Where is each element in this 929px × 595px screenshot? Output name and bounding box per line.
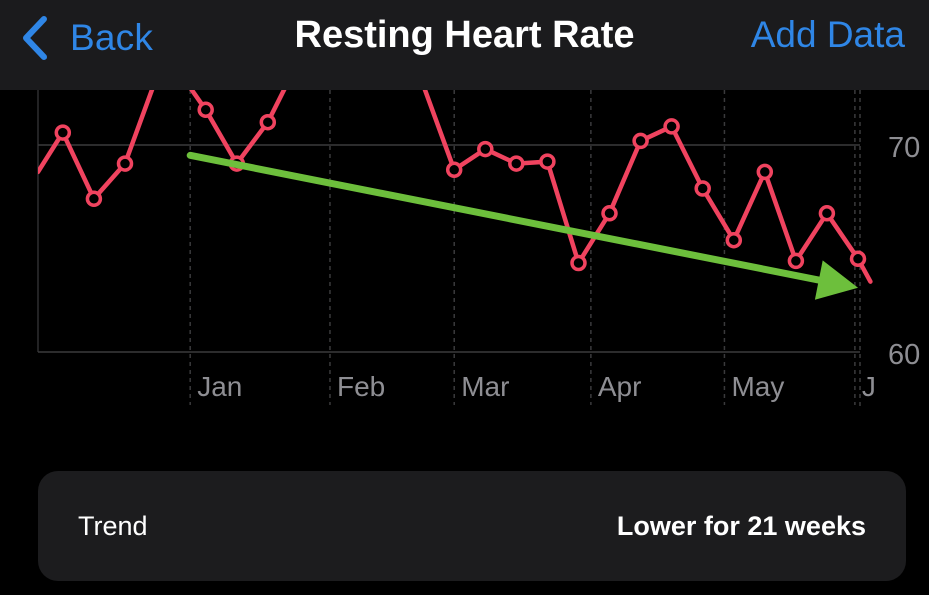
data-point [818, 205, 836, 222]
data-point [694, 180, 711, 197]
data-point [477, 140, 494, 158]
trend-value: Lower for 21 weeks [616, 511, 866, 541]
month-label-may: May [731, 371, 784, 402]
data-point [116, 155, 134, 172]
add-data-button[interactable]: Add Data [750, 14, 905, 55]
data-point [570, 254, 587, 272]
back-label: Back [70, 17, 154, 58]
data-point [663, 118, 680, 135]
data-point [54, 124, 72, 141]
month-label-feb: Feb [337, 371, 385, 402]
trend-arrow-shaft [186, 151, 823, 284]
data-point [787, 252, 805, 270]
month-label-jan: Jan [197, 371, 242, 402]
trend-arrow-head-icon [814, 260, 858, 300]
trend-card[interactable]: Trend Lower for 21 weeks [38, 471, 906, 581]
data-point [259, 113, 277, 131]
month-label-j: J [862, 371, 876, 402]
heart-rate-chart[interactable]: 70 60 Jan Feb Mar Apr May J [0, 90, 929, 420]
month-label-mar: Mar [461, 371, 509, 402]
data-point [197, 101, 214, 119]
data-point [756, 163, 774, 181]
data-point [601, 205, 618, 222]
y-tick-label: 70 [888, 132, 920, 164]
chart-canvas: 70 60 Jan Feb Mar Apr May J [37, 90, 920, 410]
back-button[interactable]: Back [18, 10, 153, 66]
month-label-apr: Apr [598, 371, 642, 402]
chevron-left-icon [23, 16, 47, 60]
heart-rate-series-line [38, 90, 873, 284]
data-point [725, 231, 743, 249]
navigation-bar: Back Resting Heart Rate Add Data [0, 0, 929, 90]
data-point [445, 161, 463, 179]
data-point [539, 153, 556, 170]
trend-label: Trend [78, 511, 148, 541]
data-point [508, 155, 525, 172]
data-point [632, 132, 649, 150]
data-point [849, 250, 867, 268]
data-point [85, 190, 103, 208]
y-tick-label: 60 [888, 339, 920, 371]
